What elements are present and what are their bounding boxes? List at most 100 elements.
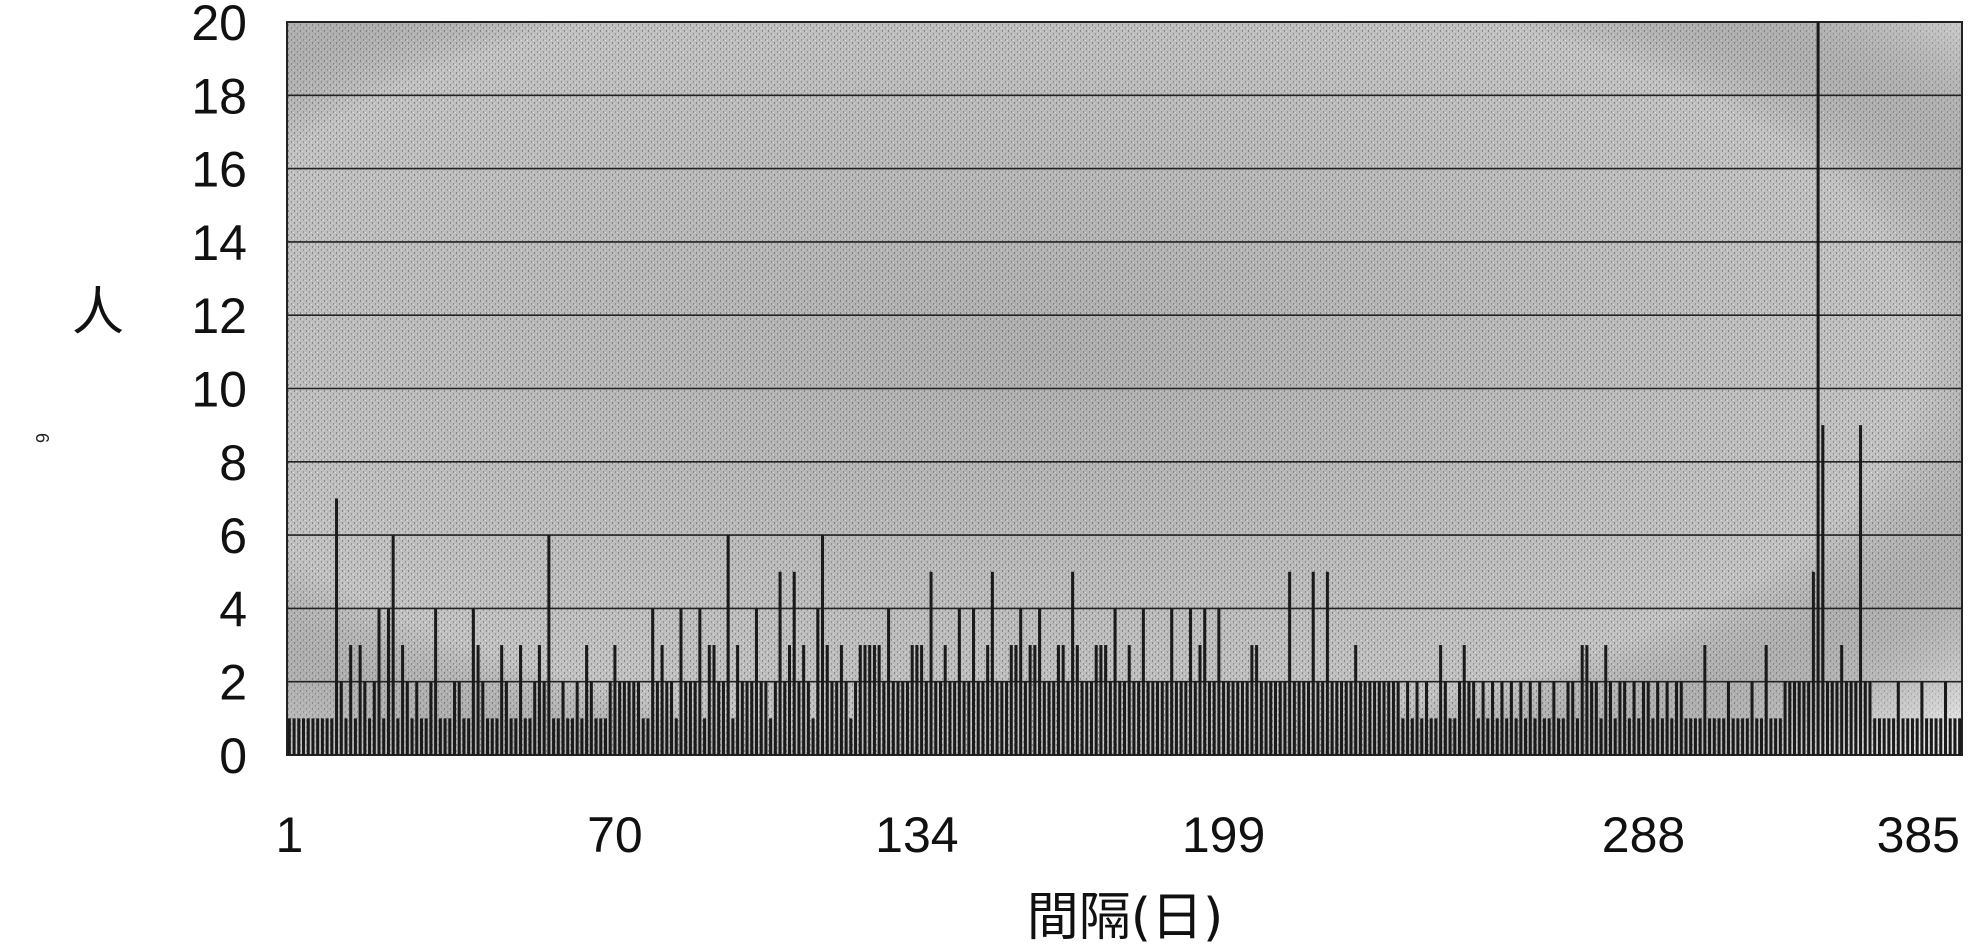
bar-284 bbox=[1623, 681, 1627, 755]
bar-198 bbox=[1217, 608, 1221, 755]
bar-71 bbox=[618, 681, 622, 755]
bar-224 bbox=[1340, 681, 1344, 755]
bar-127 bbox=[882, 681, 886, 755]
x-tick-199: 199 bbox=[1182, 807, 1265, 863]
bar-299 bbox=[1693, 718, 1697, 755]
bar-172 bbox=[1094, 645, 1098, 755]
x-tick-288: 288 bbox=[1602, 807, 1685, 863]
bar-98 bbox=[745, 681, 749, 755]
bar-276 bbox=[1585, 645, 1589, 755]
bar-241 bbox=[1420, 718, 1424, 755]
bar-119 bbox=[844, 681, 848, 755]
bar-179 bbox=[1127, 645, 1131, 755]
bar-351 bbox=[1939, 718, 1943, 755]
bar-7 bbox=[316, 718, 320, 755]
bar-59 bbox=[561, 681, 565, 755]
bar-60 bbox=[566, 718, 570, 755]
y-tick-6: 6 bbox=[219, 508, 247, 564]
bar-137 bbox=[929, 571, 933, 755]
bar-308 bbox=[1736, 718, 1740, 755]
bar-216 bbox=[1302, 681, 1306, 755]
bar-37 bbox=[457, 681, 461, 755]
bar-125 bbox=[872, 645, 876, 755]
bar-326 bbox=[1821, 425, 1825, 755]
bar-321 bbox=[1797, 681, 1801, 755]
bar-47 bbox=[504, 681, 508, 755]
bar-280 bbox=[1604, 645, 1608, 755]
bar-15 bbox=[353, 718, 357, 755]
bar-51 bbox=[523, 718, 527, 755]
bar-105 bbox=[778, 571, 782, 755]
bar-347 bbox=[1920, 681, 1924, 755]
bar-220 bbox=[1321, 681, 1325, 755]
bar-184 bbox=[1151, 681, 1155, 755]
bar-61 bbox=[570, 718, 574, 755]
y-tick-20: 20 bbox=[191, 0, 247, 51]
bar-149 bbox=[986, 645, 990, 755]
bar-86 bbox=[688, 681, 692, 755]
y-tick-8: 8 bbox=[219, 435, 247, 491]
bar-164 bbox=[1056, 645, 1060, 755]
bar-25 bbox=[401, 645, 405, 755]
bar-197 bbox=[1212, 681, 1216, 755]
bar-131 bbox=[901, 681, 905, 755]
bar-240 bbox=[1415, 681, 1419, 755]
bar-188 bbox=[1170, 608, 1174, 755]
bar-304 bbox=[1717, 718, 1721, 755]
bar-232 bbox=[1377, 681, 1381, 755]
bar-251 bbox=[1467, 681, 1471, 755]
bar-301 bbox=[1703, 645, 1707, 755]
bar-48 bbox=[509, 718, 513, 755]
bar-201 bbox=[1231, 681, 1235, 755]
bar-20 bbox=[377, 608, 381, 755]
bar-163 bbox=[1052, 681, 1056, 755]
bar-253 bbox=[1476, 718, 1480, 755]
bar-199 bbox=[1222, 681, 1226, 755]
y-tick-16: 16 bbox=[191, 142, 247, 198]
bar-327 bbox=[1826, 681, 1830, 755]
bar-5 bbox=[306, 718, 310, 755]
bar-334 bbox=[1859, 425, 1863, 755]
bar-45 bbox=[495, 718, 499, 755]
bar-342 bbox=[1896, 681, 1900, 755]
bar-42 bbox=[481, 681, 485, 755]
bar-348 bbox=[1925, 718, 1929, 755]
bars bbox=[287, 22, 1962, 755]
bar-135 bbox=[920, 645, 924, 755]
bar-19 bbox=[372, 681, 376, 755]
bar-214 bbox=[1292, 681, 1296, 755]
bar-333 bbox=[1854, 681, 1858, 755]
bar-180 bbox=[1132, 681, 1136, 755]
bar-234 bbox=[1387, 681, 1391, 755]
bar-285 bbox=[1627, 718, 1631, 755]
bar-309 bbox=[1741, 718, 1745, 755]
bar-89 bbox=[703, 718, 707, 755]
bar-111 bbox=[806, 681, 810, 755]
bar-288 bbox=[1642, 681, 1646, 755]
bar-140 bbox=[943, 645, 947, 755]
bar-171 bbox=[1089, 681, 1093, 755]
bar-133 bbox=[910, 645, 914, 755]
bar-267 bbox=[1542, 718, 1546, 755]
bar-192 bbox=[1189, 608, 1193, 755]
bar-69 bbox=[608, 681, 612, 755]
bar-95 bbox=[731, 718, 735, 755]
bar-11 bbox=[335, 498, 339, 755]
bar-99 bbox=[750, 681, 754, 755]
bar-160 bbox=[1038, 608, 1042, 755]
bar-265 bbox=[1533, 718, 1537, 755]
bar-226 bbox=[1349, 681, 1353, 755]
bar-145 bbox=[967, 681, 971, 755]
bar-349 bbox=[1929, 718, 1933, 755]
bar-193 bbox=[1193, 681, 1197, 755]
bar-139 bbox=[938, 681, 942, 755]
bar-206 bbox=[1255, 645, 1259, 755]
y-tick-0: 0 bbox=[219, 728, 247, 784]
bar-340 bbox=[1887, 718, 1891, 755]
bar-6 bbox=[311, 718, 315, 755]
bar-81 bbox=[665, 681, 669, 755]
bar-63 bbox=[580, 718, 584, 755]
bar-103 bbox=[769, 718, 773, 755]
bar-128 bbox=[887, 608, 891, 755]
bar-67 bbox=[599, 718, 603, 755]
